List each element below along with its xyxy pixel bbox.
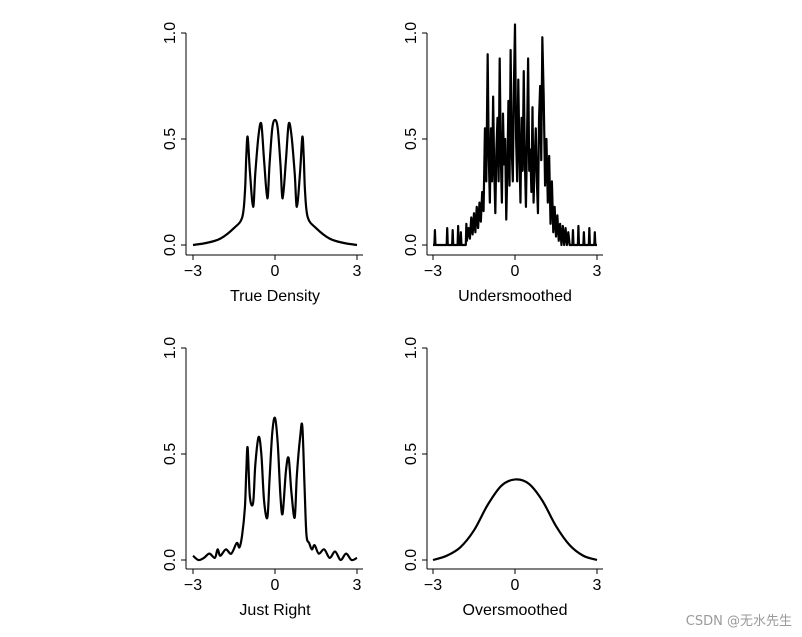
density-curve [192,416,358,562]
y-tick-label: 0.0 [162,549,179,571]
x-tick-label: −3 [424,577,442,594]
y-tick-label: 0.0 [403,549,420,571]
x-tick-label: −3 [424,263,442,280]
watermark-text: CSDN @无水先生 [685,614,792,629]
x-tick-label: 3 [353,263,362,280]
x-tick-label: 3 [593,263,602,280]
panel-title: Undersmoothed [458,288,572,305]
x-tick-label: 3 [593,577,602,594]
y-tick-label: 1.0 [403,337,420,359]
x-tick-label: 0 [271,263,280,280]
x-tick-label: 0 [511,577,520,594]
x-tick-label: 0 [511,263,520,280]
y-tick-label: 0.5 [403,128,420,150]
density-curve [432,478,598,562]
panel-undersmoothed: 0.0 0.5 1.0 −3 0 3 Undersmoothed [403,22,603,305]
panel-just-right: 0.0 0.5 1.0 −3 0 3 Just Right [162,337,363,619]
panel-title: True Density [230,288,320,305]
y-tick-label: 0.0 [162,234,179,256]
density-curve [192,118,358,247]
y-tick-label: 1.0 [162,22,179,44]
y-tick-label: 0.5 [162,128,179,150]
density-curve [433,23,597,247]
x-tick-label: 3 [353,577,362,594]
y-tick-label: 0.0 [403,234,420,256]
panel-true-density: 0.0 0.5 1.0 −3 0 3 True Density [162,22,363,305]
x-tick-label: 0 [271,577,280,594]
y-tick-label: 0.5 [162,443,179,465]
panel-oversmoothed: 0.0 0.5 1.0 −3 0 3 Oversmoothed [403,337,603,619]
x-tick-label: −3 [184,263,202,280]
panel-title: Oversmoothed [463,602,568,619]
y-tick-label: 1.0 [162,337,179,359]
x-tick-label: −3 [184,577,202,594]
y-tick-label: 1.0 [403,22,420,44]
y-tick-label: 0.5 [403,443,420,465]
panel-title: Just Right [239,602,311,619]
